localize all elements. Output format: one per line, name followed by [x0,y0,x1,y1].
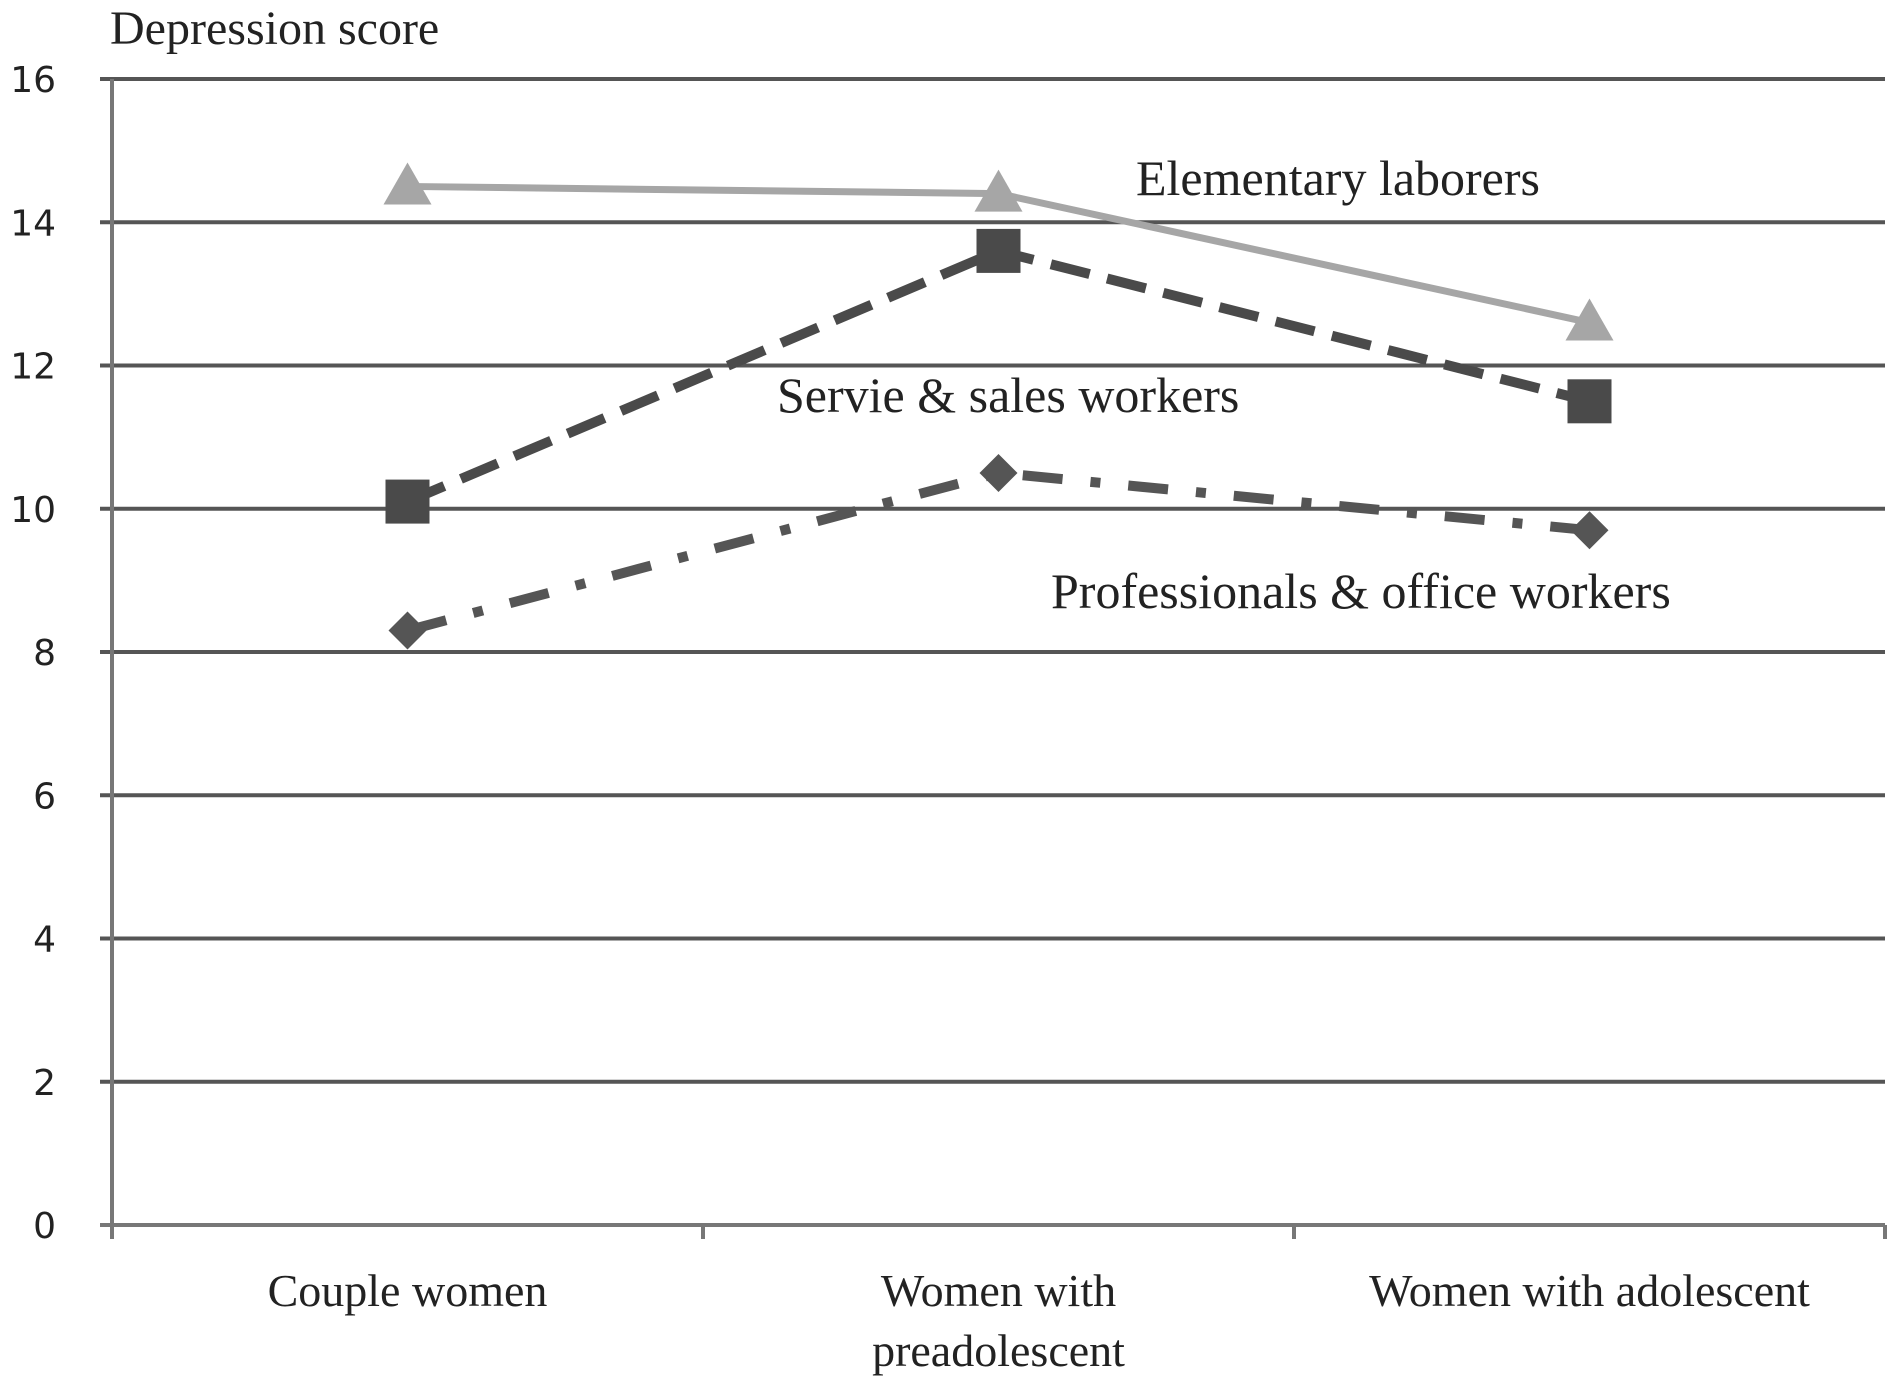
series-label: Servie & sales workers [777,367,1239,423]
y-tick-label: 8 [33,633,56,674]
y-axis-title: Depression score [110,2,439,55]
x-category-label-line: preadolescent [872,1325,1125,1376]
y-tick-label: 14 [10,203,56,244]
y-tick-label: 4 [33,920,56,961]
data-point-triangle [1565,298,1614,341]
data-point-triangle [383,162,432,205]
y-tick-label: 10 [10,490,56,531]
y-tick-labels: 0 2 4 6 8 10 12 14 16 [10,60,56,1247]
y-tick-label: 2 [33,1063,56,1104]
x-category-label-line: Women with adolescent [1369,1265,1810,1316]
data-point-square [1567,379,1612,424]
axes [100,79,1887,1239]
x-category-labels: Couple women Women with preadolescentWomen… [268,1265,1811,1376]
series-label: Elementary laborers [1136,150,1540,206]
x-category-label-line: Couple women [268,1265,548,1316]
data-point-triangle [974,169,1023,212]
y-tick-label: 16 [10,60,56,101]
data-point-square [385,479,430,524]
y-tick-label: 0 [33,1206,56,1247]
data-point-diamond [388,611,427,650]
x-category-label: Women with preadolescent [872,1265,1125,1376]
y-tick-label: 12 [10,347,56,388]
series-markers [383,162,1614,650]
series-label: Professionals & office workers [1051,563,1671,619]
x-category-label: Couple women [268,1265,548,1316]
x-category-label: Women with adolescent [1369,1265,1810,1316]
series-labels: Elementary laborers Servie & sales worker… [777,150,1671,619]
data-point-diamond [979,453,1018,492]
data-point-diamond [1570,511,1609,550]
data-point-square [976,228,1021,273]
x-category-label-line: Women with [881,1265,1116,1316]
y-tick-label: 6 [33,776,56,817]
